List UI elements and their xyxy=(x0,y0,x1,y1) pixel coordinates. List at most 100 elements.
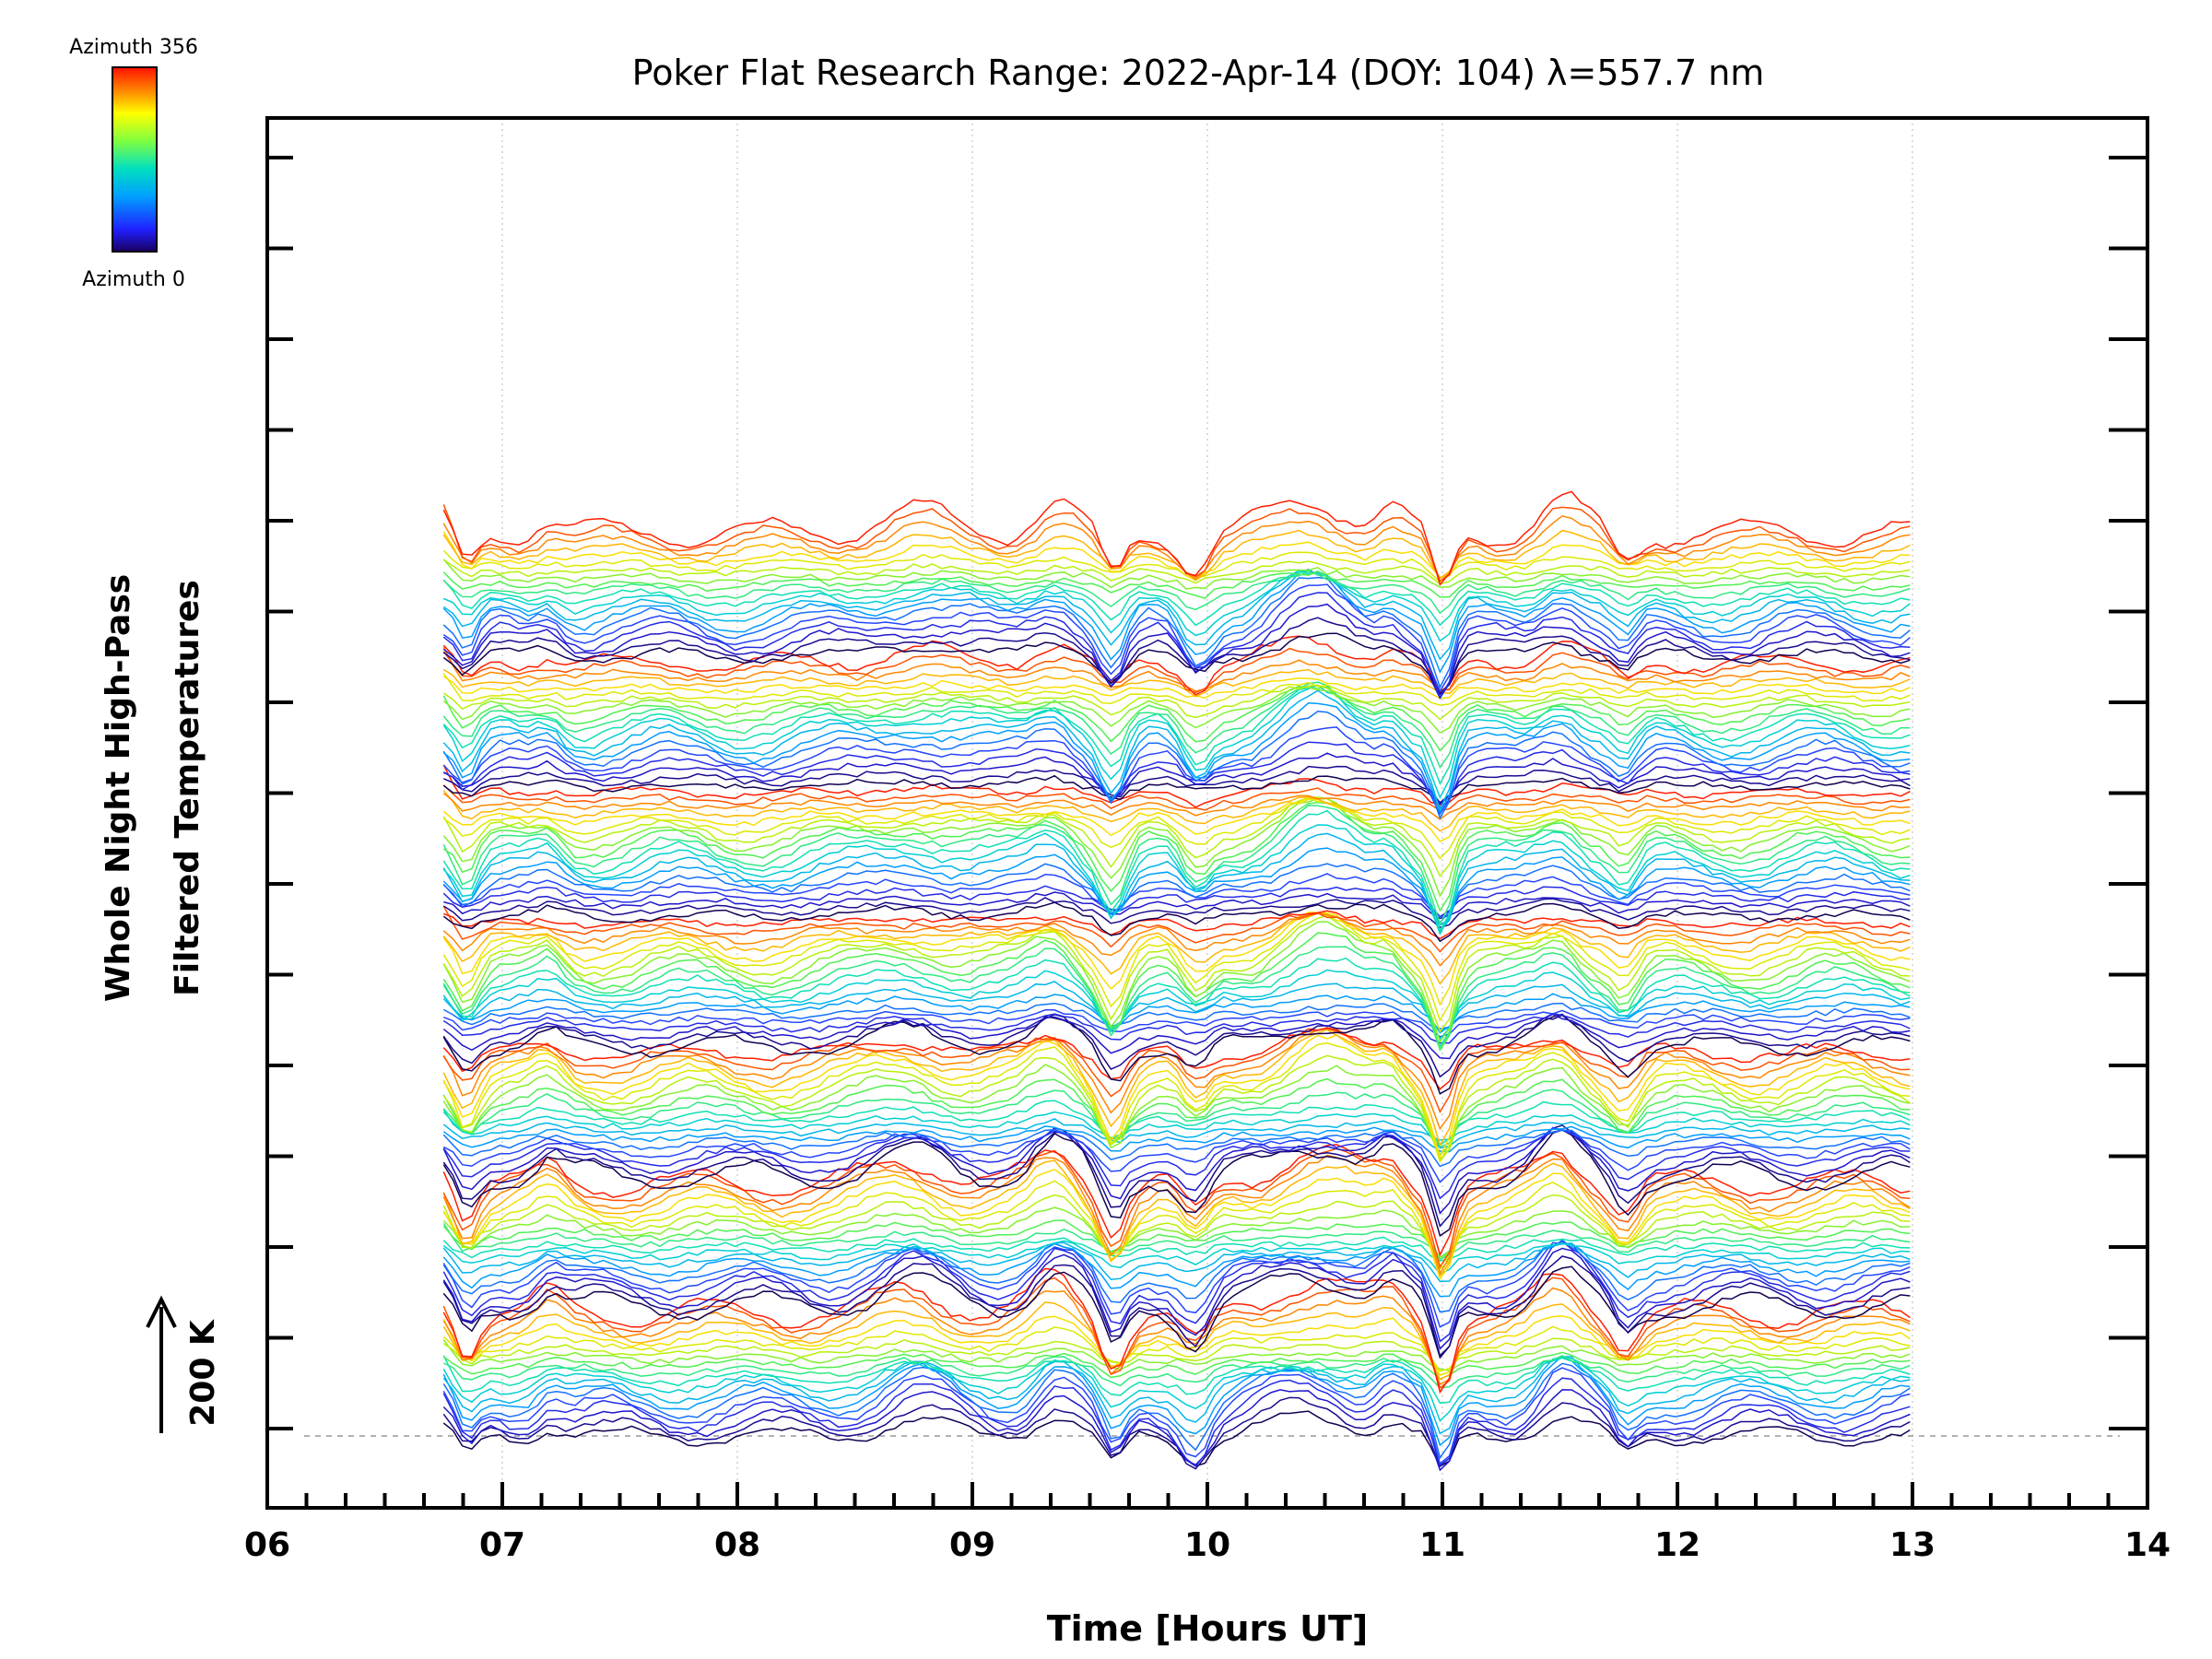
series-line-82 xyxy=(443,891,1911,920)
x-tick-label-08: 08 xyxy=(714,1526,760,1564)
series-line-46 xyxy=(442,1125,1911,1153)
series-line-105 xyxy=(442,711,1911,820)
series-line-121 xyxy=(442,617,1911,696)
series-line-50 xyxy=(442,1088,1911,1148)
series-line-33 xyxy=(442,1194,1911,1268)
x-tick-label-14: 14 xyxy=(2124,1526,2171,1564)
series-traces xyxy=(442,490,1911,1472)
series-line-3 xyxy=(442,1377,1911,1467)
series-line-97 xyxy=(442,793,1911,820)
series-line-60 xyxy=(442,1013,1911,1095)
series-line-99 xyxy=(442,764,1911,808)
series-line-103 xyxy=(442,741,1911,809)
series-line-32 xyxy=(442,1206,1911,1259)
series-line-93 xyxy=(442,796,1911,877)
series-line-81 xyxy=(442,897,1911,929)
series-line-84 xyxy=(442,873,1911,918)
series-line-61 xyxy=(442,1014,1911,1078)
series-line-73 xyxy=(442,914,1911,1033)
colorbar-gradient xyxy=(112,66,158,253)
scale-label: 200 K xyxy=(184,1319,222,1427)
series-line-130 xyxy=(442,571,1911,615)
series-line-122 xyxy=(442,603,1911,700)
series-line-109 xyxy=(442,685,1911,785)
series-line-98 xyxy=(442,784,1911,812)
series-line-4 xyxy=(442,1367,1911,1465)
series-line-63 xyxy=(442,1012,1911,1044)
series-line-54 xyxy=(442,1041,1911,1163)
series-line-36 xyxy=(442,1159,1911,1277)
series-line-37 xyxy=(442,1154,1911,1276)
series-line-120 xyxy=(442,632,1911,695)
series-line-88 xyxy=(442,824,1911,935)
x-tick-label-06: 06 xyxy=(244,1526,290,1564)
series-line-39 xyxy=(442,1144,1911,1257)
series-line-134 xyxy=(442,549,1911,583)
series-line-24 xyxy=(442,1241,1911,1328)
series-line-70 xyxy=(442,946,1911,1053)
series-line-14 xyxy=(442,1325,1911,1372)
series-line-20 xyxy=(442,1265,1911,1359)
series-line-55 xyxy=(442,1034,1911,1159)
series-line-12 xyxy=(442,1338,1911,1371)
series-line-139 xyxy=(442,490,1911,586)
series-line-78 xyxy=(442,905,1911,953)
series-line-5 xyxy=(442,1362,1911,1460)
series-line-9 xyxy=(442,1355,1911,1405)
series-line-19 xyxy=(442,1267,1911,1394)
series-line-65 xyxy=(442,1002,1911,1030)
series-line-64 xyxy=(443,1009,1911,1038)
series-line-52 xyxy=(442,1064,1911,1160)
series-line-132 xyxy=(442,559,1911,590)
series-line-79 xyxy=(443,910,1911,940)
series-line-86 xyxy=(442,847,1911,926)
series-line-100 xyxy=(442,774,1911,804)
series-line-29 xyxy=(442,1236,1911,1262)
series-line-59 xyxy=(442,1027,1911,1090)
series-line-136 xyxy=(442,529,1911,582)
series-line-21 xyxy=(442,1255,1911,1358)
series-line-116 xyxy=(442,668,1911,698)
series-line-131 xyxy=(442,571,1911,600)
series-line-47 xyxy=(442,1118,1911,1149)
colorbar-top-label: Azimuth 356 xyxy=(69,36,198,59)
series-line-108 xyxy=(442,684,1911,800)
series-line-83 xyxy=(442,885,1911,918)
series-line-48 xyxy=(442,1109,1911,1141)
series-line-135 xyxy=(442,531,1911,582)
series-line-27 xyxy=(442,1241,1911,1283)
series-line-35 xyxy=(442,1169,1911,1281)
series-line-43 xyxy=(442,1129,1911,1200)
series-line-68 xyxy=(442,969,1911,1041)
series-line-10 xyxy=(442,1354,1911,1389)
series-line-45 xyxy=(442,1129,1911,1168)
series-line-118 xyxy=(442,647,1911,694)
axis-ticks xyxy=(265,156,2149,1508)
series-line-75 xyxy=(442,912,1911,1006)
series-line-25 xyxy=(442,1239,1911,1313)
series-line-62 xyxy=(442,1013,1911,1060)
series-line-17 xyxy=(442,1287,1911,1385)
scale-indicator: 200 K xyxy=(146,1295,222,1433)
series-line-41 xyxy=(442,1124,1911,1228)
chart-title: Poker Flat Research Range: 2022-Apr-14 (… xyxy=(632,53,1765,93)
series-line-87 xyxy=(442,832,1911,933)
series-line-112 xyxy=(442,686,1911,734)
series-line-128 xyxy=(443,570,1911,642)
series-line-123 xyxy=(442,592,1911,700)
series-line-129 xyxy=(442,571,1911,627)
series-line-71 xyxy=(442,932,1911,1052)
series-line-89 xyxy=(442,809,1911,933)
series-line-2 xyxy=(442,1389,1911,1472)
series-line-101 xyxy=(442,765,1911,805)
series-line-115 xyxy=(442,676,1911,700)
series-line-15 xyxy=(442,1314,1911,1377)
series-line-44 xyxy=(442,1126,1911,1183)
series-line-95 xyxy=(442,798,1911,842)
series-line-91 xyxy=(442,801,1911,912)
series-line-49 xyxy=(442,1100,1911,1147)
x-tick-label-09: 09 xyxy=(949,1526,995,1564)
series-line-117 xyxy=(442,646,1911,692)
series-line-125 xyxy=(442,576,1911,689)
series-line-77 xyxy=(442,912,1911,967)
